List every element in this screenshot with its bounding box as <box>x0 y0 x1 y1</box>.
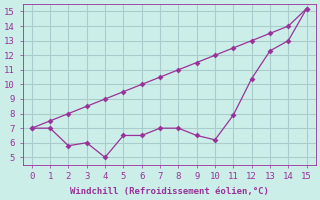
X-axis label: Windchill (Refroidissement éolien,°C): Windchill (Refroidissement éolien,°C) <box>70 187 268 196</box>
